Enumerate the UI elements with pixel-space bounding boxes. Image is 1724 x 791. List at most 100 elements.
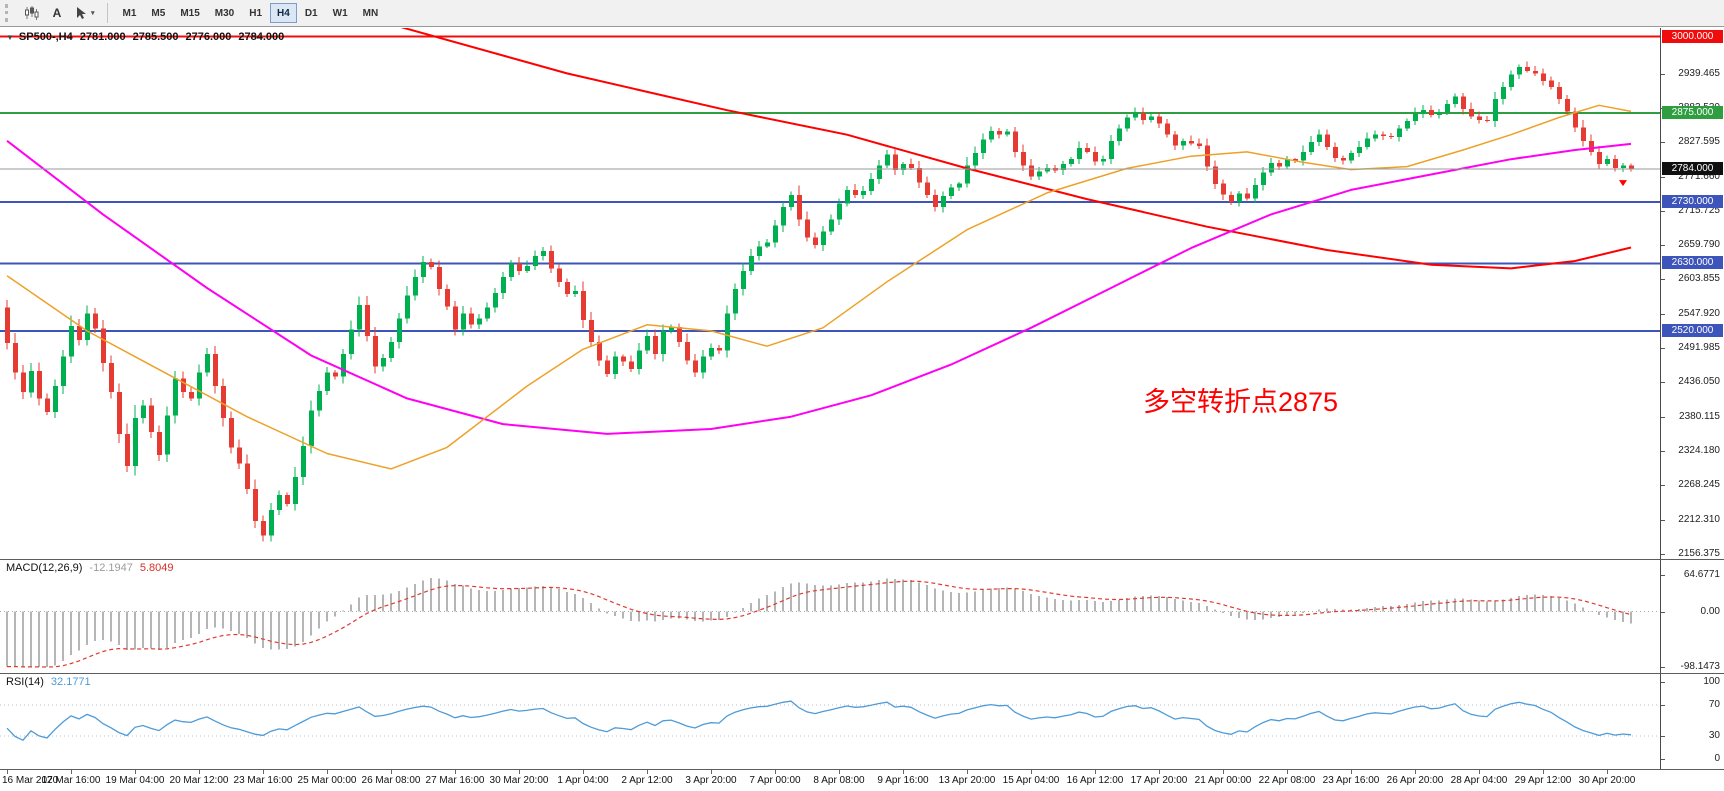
axis-tick-mark [1661, 382, 1665, 384]
axis-tick-label: 2547.920 [1678, 307, 1720, 319]
time-label: 30 Mar 20:00 [489, 775, 549, 786]
time-label: 15 Apr 04:00 [1002, 775, 1060, 786]
timeframe-w1[interactable]: W1 [326, 3, 355, 23]
time-tick-mark [199, 770, 200, 774]
timeframe-m5[interactable]: M5 [144, 3, 172, 23]
price-line-flag[interactable]: 2630.000 [1662, 256, 1723, 270]
ohlc-close: 2784.000 [238, 31, 285, 43]
rsi-value: 32.1771 [50, 676, 91, 688]
axis-tick-mark [1661, 348, 1665, 350]
toolbar-separator [106, 3, 108, 23]
axis-tick-label: 30 [1708, 729, 1720, 741]
horizontal-lines-layer[interactable] [0, 35, 1660, 332]
cursor-arrow-icon [77, 7, 86, 19]
macd-header: MACD(12,26,9) -12.1947 5.8049 [6, 562, 174, 574]
time-label: 1 Apr 04:00 [557, 775, 609, 786]
time-label: 16 Apr 12:00 [1066, 775, 1124, 786]
timeframe-m30[interactable]: M30 [208, 3, 241, 23]
time-tick-mark [967, 770, 968, 774]
macd-axis[interactable]: 64.6771 0.00 -98.1473 [1660, 560, 1724, 673]
fast-ma-orange[interactable] [6, 104, 1632, 470]
axis-tick-label: 2603.855 [1678, 273, 1720, 285]
axis-tick-label: 2827.595 [1678, 136, 1720, 148]
time-label: 16 Mar 2020 [2, 775, 59, 786]
timeframe-h4[interactable]: H4 [270, 3, 297, 23]
timeframe-mn[interactable]: MN [356, 3, 386, 23]
mid-ma-magenta[interactable] [6, 140, 1632, 435]
timeframe-h1[interactable]: H1 [242, 3, 269, 23]
timeframe-m15[interactable]: M15 [173, 3, 206, 23]
symbol-period-label: SP500-,H4 [18, 31, 73, 43]
slow-ma-red[interactable] [7, 28, 1632, 270]
axis-tick-label: 2771.660 [1678, 170, 1720, 182]
candles-layer [5, 61, 1634, 542]
axis-tick-label: 0.00 [1700, 605, 1720, 617]
axis-tick-mark [1661, 416, 1665, 418]
annotation-a-button[interactable]: A [45, 2, 69, 24]
price-line-flag[interactable]: 2784.000 [1662, 162, 1723, 176]
axis-tick-mark [1661, 759, 1665, 760]
time-label: 27 Mar 16:00 [425, 775, 485, 786]
chart-menu-icon[interactable]: ▼ [6, 32, 14, 42]
price-line-flag[interactable]: 2875.000 [1662, 106, 1723, 120]
candlestick-chart-icon [25, 6, 39, 20]
time-label: 7 Apr 00:00 [749, 775, 801, 786]
rsi-axis[interactable]: 100 70 30 0 [1660, 674, 1724, 769]
timeframe-d1[interactable]: D1 [298, 3, 325, 23]
price-line-flag[interactable]: 2730.000 [1662, 195, 1723, 209]
macd-panel[interactable]: MACD(12,26,9) -12.1947 5.8049 64.6771 0.0… [0, 560, 1724, 674]
axis-tick-label: 2212.310 [1678, 513, 1720, 525]
axis-tick-mark [1661, 485, 1665, 487]
time-tick-mark [647, 770, 648, 774]
price-plot[interactable] [0, 28, 1660, 559]
timeframe-m1[interactable]: M1 [116, 3, 144, 23]
axis-tick-mark [1661, 519, 1665, 521]
axis-tick-label: 2491.985 [1678, 342, 1720, 354]
time-axis[interactable]: 16 Mar 2020 17 Mar 16:00 19 Mar 04:00 20 Ma… [0, 770, 1724, 791]
price-line-flag[interactable]: 2520.000 [1662, 323, 1723, 337]
toolbar: A ▾ M1 M5 M15 M30 H1 H4 D1 W1 MN [0, 0, 1724, 27]
price-line-flag[interactable]: 3000.000 [1662, 29, 1723, 43]
toolbar-grip[interactable] [5, 4, 13, 22]
axis-tick-label: 2659.790 [1678, 239, 1720, 251]
time-label: 8 Apr 08:00 [813, 775, 865, 786]
axis-tick-mark [1661, 553, 1665, 555]
axis-tick-mark [1661, 735, 1665, 737]
chart-text-annotation[interactable]: 多空转折点2875 [1143, 386, 1339, 417]
dropdown-caret-icon: ▾ [91, 10, 95, 17]
time-tick-mark [1095, 770, 1096, 774]
time-label: 28 Apr 04:00 [1450, 775, 1508, 786]
axis-tick-mark [1661, 279, 1665, 281]
rsi-panel[interactable]: RSI(14) 32.1771 100 70 30 0 [0, 674, 1724, 770]
axis-tick-label: 2380.115 [1679, 410, 1720, 422]
time-label: 22 Apr 08:00 [1258, 775, 1316, 786]
price-axis[interactable]: 2939.4652883.5302827.5952771.6602715.725… [1660, 28, 1724, 559]
time-tick-mark [903, 770, 904, 774]
main-chart-panel[interactable]: ▼ SP500-,H4 2781.000 2785.500 2776.000 2… [0, 28, 1724, 560]
time-tick-mark [1415, 770, 1416, 774]
time-label: 21 Apr 00:00 [1194, 775, 1252, 786]
sell-arrow-icon[interactable] [1619, 180, 1627, 187]
axis-tick-mark [1661, 705, 1665, 707]
axis-tick-label: 2268.245 [1678, 479, 1720, 491]
time-label: 26 Mar 08:00 [361, 775, 421, 786]
charts-window-button[interactable] [19, 2, 43, 24]
axis-tick-label: 0 [1714, 753, 1720, 764]
time-tick-mark [1543, 770, 1544, 774]
axis-tick-label: 2939.465 [1678, 67, 1720, 79]
time-tick-mark [1159, 770, 1160, 774]
axis-tick-label: 2156.375 [1678, 547, 1720, 559]
ohlc-low: 2776.000 [185, 31, 232, 43]
cursor-tool-button[interactable]: ▾ [71, 2, 99, 24]
time-label: 17 Mar 16:00 [41, 775, 101, 786]
time-tick-mark [1351, 770, 1352, 774]
rsi-plot[interactable] [0, 674, 1660, 769]
axis-tick-label: 2324.180 [1678, 444, 1720, 456]
time-tick-mark [71, 770, 72, 774]
rsi-header: RSI(14) 32.1771 [6, 676, 91, 688]
time-tick-mark [1607, 770, 1608, 774]
macd-plot[interactable] [0, 560, 1660, 673]
time-tick-mark [135, 770, 136, 774]
macd-main-value: -12.1947 [89, 562, 133, 574]
timeframe-group: M1 M5 M15 M30 H1 H4 D1 W1 MN [116, 3, 386, 23]
